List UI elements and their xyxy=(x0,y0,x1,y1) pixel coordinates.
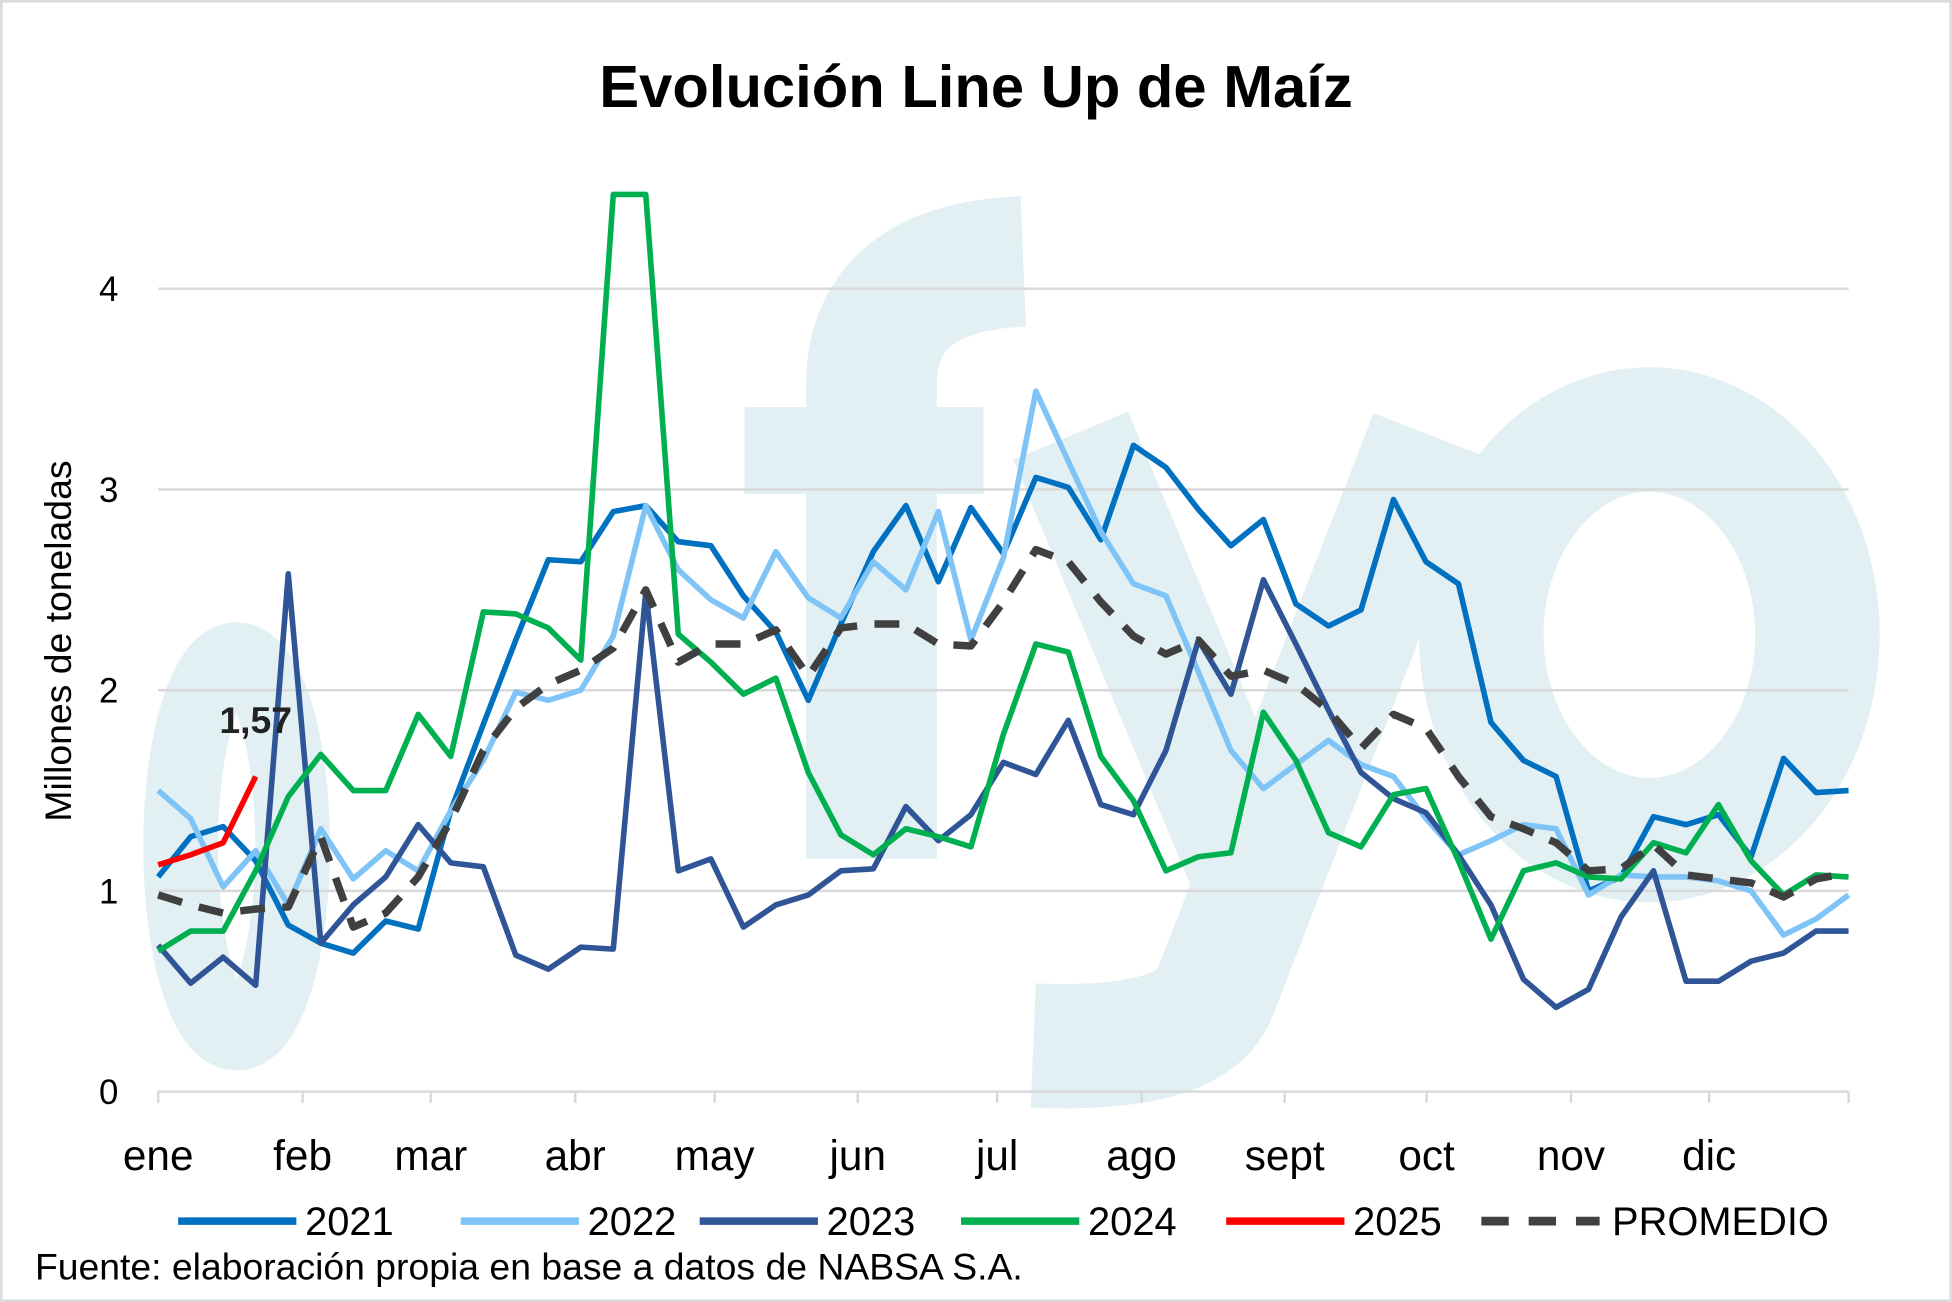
watermark-y-right-shape xyxy=(1030,413,1490,1109)
x-tick-label-sept: sept xyxy=(1245,1132,1325,1179)
y-tick-label: 0 xyxy=(99,1073,118,1112)
y-tick-label: 4 xyxy=(99,270,118,309)
chart-title: Evolución Line Up de Maíz xyxy=(599,53,1352,120)
legend-label: PROMEDIO xyxy=(1612,1200,1829,1244)
watermark-f-shape xyxy=(806,196,1028,859)
legend-label: 2023 xyxy=(827,1200,916,1244)
x-tick-label-nov: nov xyxy=(1537,1132,1606,1179)
legend-label: 2025 xyxy=(1353,1200,1442,1244)
annotation-label: 1,57 xyxy=(219,699,292,741)
x-tick-label-ago: ago xyxy=(1106,1132,1177,1179)
gridlines xyxy=(158,287,1849,893)
y-tick-label: 3 xyxy=(99,471,118,510)
x-tick-label-may: may xyxy=(675,1132,756,1179)
y-tick-label: 2 xyxy=(99,672,118,711)
legend-item-promedio: PROMEDIO xyxy=(1481,1200,1829,1244)
x-tick-label-feb: feb xyxy=(273,1132,332,1179)
series-line-2024 xyxy=(156,191,1849,954)
watermark-o-shape xyxy=(1419,367,1880,903)
legend-label: 2024 xyxy=(1088,1200,1177,1244)
legend-item-2023: 2023 xyxy=(699,1200,916,1244)
x-tick-label-oct: oct xyxy=(1398,1132,1455,1179)
legend-item-2022: 2022 xyxy=(460,1200,677,1244)
series-line-2023 xyxy=(156,571,1849,1011)
series-line-promedio xyxy=(157,545,1850,931)
x-tick-label-ene: ene xyxy=(123,1132,194,1179)
legend-label: 2021 xyxy=(305,1200,394,1244)
legend-item-2024: 2024 xyxy=(961,1200,1177,1244)
series-lines xyxy=(156,191,1851,1011)
legend-item-2021: 2021 xyxy=(178,1200,394,1244)
x-tick-label-mar: mar xyxy=(394,1132,467,1179)
x-tick-label-jun: jun xyxy=(828,1132,886,1179)
y-axis-label: Millones de toneladas xyxy=(37,461,79,822)
axes: 0 1 2 3 4 ene feb mar abr may jun jul ago sept oct nov d… xyxy=(99,270,1850,1179)
x-tick-label-abr: abr xyxy=(545,1132,606,1179)
source-note: Fuente: elaboración propia en base a dat… xyxy=(35,1246,1023,1288)
x-tick-label-jul: jul xyxy=(974,1132,1018,1179)
series-line-2025 xyxy=(157,775,259,868)
legend-item-2025: 2025 xyxy=(1226,1200,1442,1244)
x-tick-label-dic: dic xyxy=(1682,1132,1736,1179)
y-tick-label: 1 xyxy=(99,872,118,911)
legend: 2021 2022 2023 2024 2025 PROMEDIO xyxy=(178,1200,1829,1244)
legend-label: 2022 xyxy=(588,1200,677,1244)
